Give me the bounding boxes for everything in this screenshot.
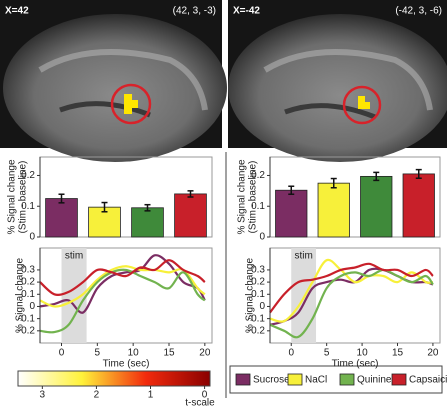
sulcus — [263, 49, 433, 111]
legend-swatch — [391, 373, 407, 386]
colorbar-tick-label: 1 — [148, 390, 154, 401]
legend-swatch — [287, 373, 303, 386]
y-tick-label: 0 — [259, 232, 265, 243]
legend-label: NaCl — [305, 375, 327, 386]
y-tick-label: -0.2 — [18, 325, 36, 336]
x-axis-label: Time (sec) — [332, 359, 379, 370]
legend-label: Capsaicin — [409, 375, 447, 386]
y-tick-label: 0.2 — [21, 170, 35, 181]
legend-label: Sucrose — [253, 375, 290, 386]
y-tick-label: 0.1 — [21, 201, 35, 212]
bar — [360, 175, 393, 238]
colorbar-tick-label: 0 — [202, 390, 208, 401]
y-axis-label: (Stim - baseline) — [248, 161, 259, 234]
y-axis-label: (Stim - baseline) — [18, 161, 29, 234]
annotation: stim — [294, 251, 312, 262]
x-tick-label: 15 — [163, 348, 175, 359]
y-tick-label: 0.2 — [251, 277, 265, 288]
x-tick-label: 10 — [128, 348, 140, 359]
stim-window — [291, 248, 317, 343]
brain-image-right: X=-42 (-42, 3, -6) — [228, 0, 447, 162]
y-tick-label: 0.1 — [21, 289, 35, 300]
roi-circle — [110, 83, 152, 125]
series-line — [269, 268, 434, 339]
slice-label: X=-42 — [233, 6, 260, 17]
y-tick-label: 0.1 — [251, 201, 265, 212]
y-axis-label: % Signal change — [237, 159, 248, 234]
sulcus — [284, 103, 376, 120]
y-tick-label: 0 — [29, 232, 35, 243]
y-axis-label: % Signal change — [7, 159, 18, 234]
y-tick-label: 0 — [29, 301, 35, 312]
colorbar-tick-label: 3 — [40, 390, 46, 401]
slice-label: X=42 — [5, 6, 29, 17]
bar — [174, 193, 207, 238]
y-tick-label: -0.1 — [18, 313, 36, 324]
bar — [45, 198, 78, 238]
series-line — [269, 258, 434, 323]
series-line — [39, 259, 206, 296]
y-tick-label: 0.2 — [21, 277, 35, 288]
y-tick-label: -0.1 — [248, 313, 266, 324]
legend-swatch — [235, 373, 251, 386]
legend-label: Quinine — [357, 375, 392, 386]
series-line — [269, 262, 434, 314]
annotation: stim — [65, 251, 83, 262]
bar — [275, 189, 308, 238]
y-tick-label: 0 — [259, 301, 265, 312]
coords: (42, 3, -3) — [173, 6, 216, 17]
legend-swatch — [339, 373, 355, 386]
series-line — [39, 268, 206, 334]
y-tick-label: -0.2 — [248, 325, 266, 336]
x-tick-label: 0 — [288, 348, 294, 359]
colorbar-label: t-scale — [185, 398, 215, 407]
colorbar — [17, 370, 211, 387]
roi-circle — [342, 85, 382, 125]
brain-image-left: X=42 (42, 3, -3) — [0, 0, 227, 162]
colorbar-tick-label: 2 — [94, 390, 100, 401]
y-tick-label: 0.3 — [21, 265, 35, 276]
x-tick-label: 5 — [324, 348, 330, 359]
activation — [358, 96, 370, 109]
x-tick-label: 0 — [59, 348, 65, 359]
y-axis-label: % Signal change — [15, 258, 26, 333]
legend-box — [229, 365, 443, 394]
brain — [228, 14, 447, 162]
coords: (-42, 3, -6) — [395, 6, 442, 17]
sulcus — [59, 101, 151, 118]
bar — [317, 182, 350, 238]
brain — [3, 14, 227, 162]
activation — [124, 94, 138, 114]
x-tick-label: 20 — [427, 348, 439, 359]
sulcus — [38, 49, 208, 111]
series-line — [39, 254, 206, 314]
bar — [402, 173, 435, 238]
y-tick-label: 0.1 — [251, 289, 265, 300]
x-tick-label: 15 — [392, 348, 404, 359]
y-axis-label: % Signal change — [245, 258, 256, 333]
y-tick-label: 0.3 — [251, 265, 265, 276]
x-tick-label: 5 — [95, 348, 101, 359]
x-tick-label: 20 — [199, 348, 211, 359]
bar — [131, 207, 164, 238]
x-tick-label: 10 — [357, 348, 369, 359]
y-tick-label: 0.2 — [251, 170, 265, 181]
x-axis-label: Time (sec) — [103, 359, 150, 370]
